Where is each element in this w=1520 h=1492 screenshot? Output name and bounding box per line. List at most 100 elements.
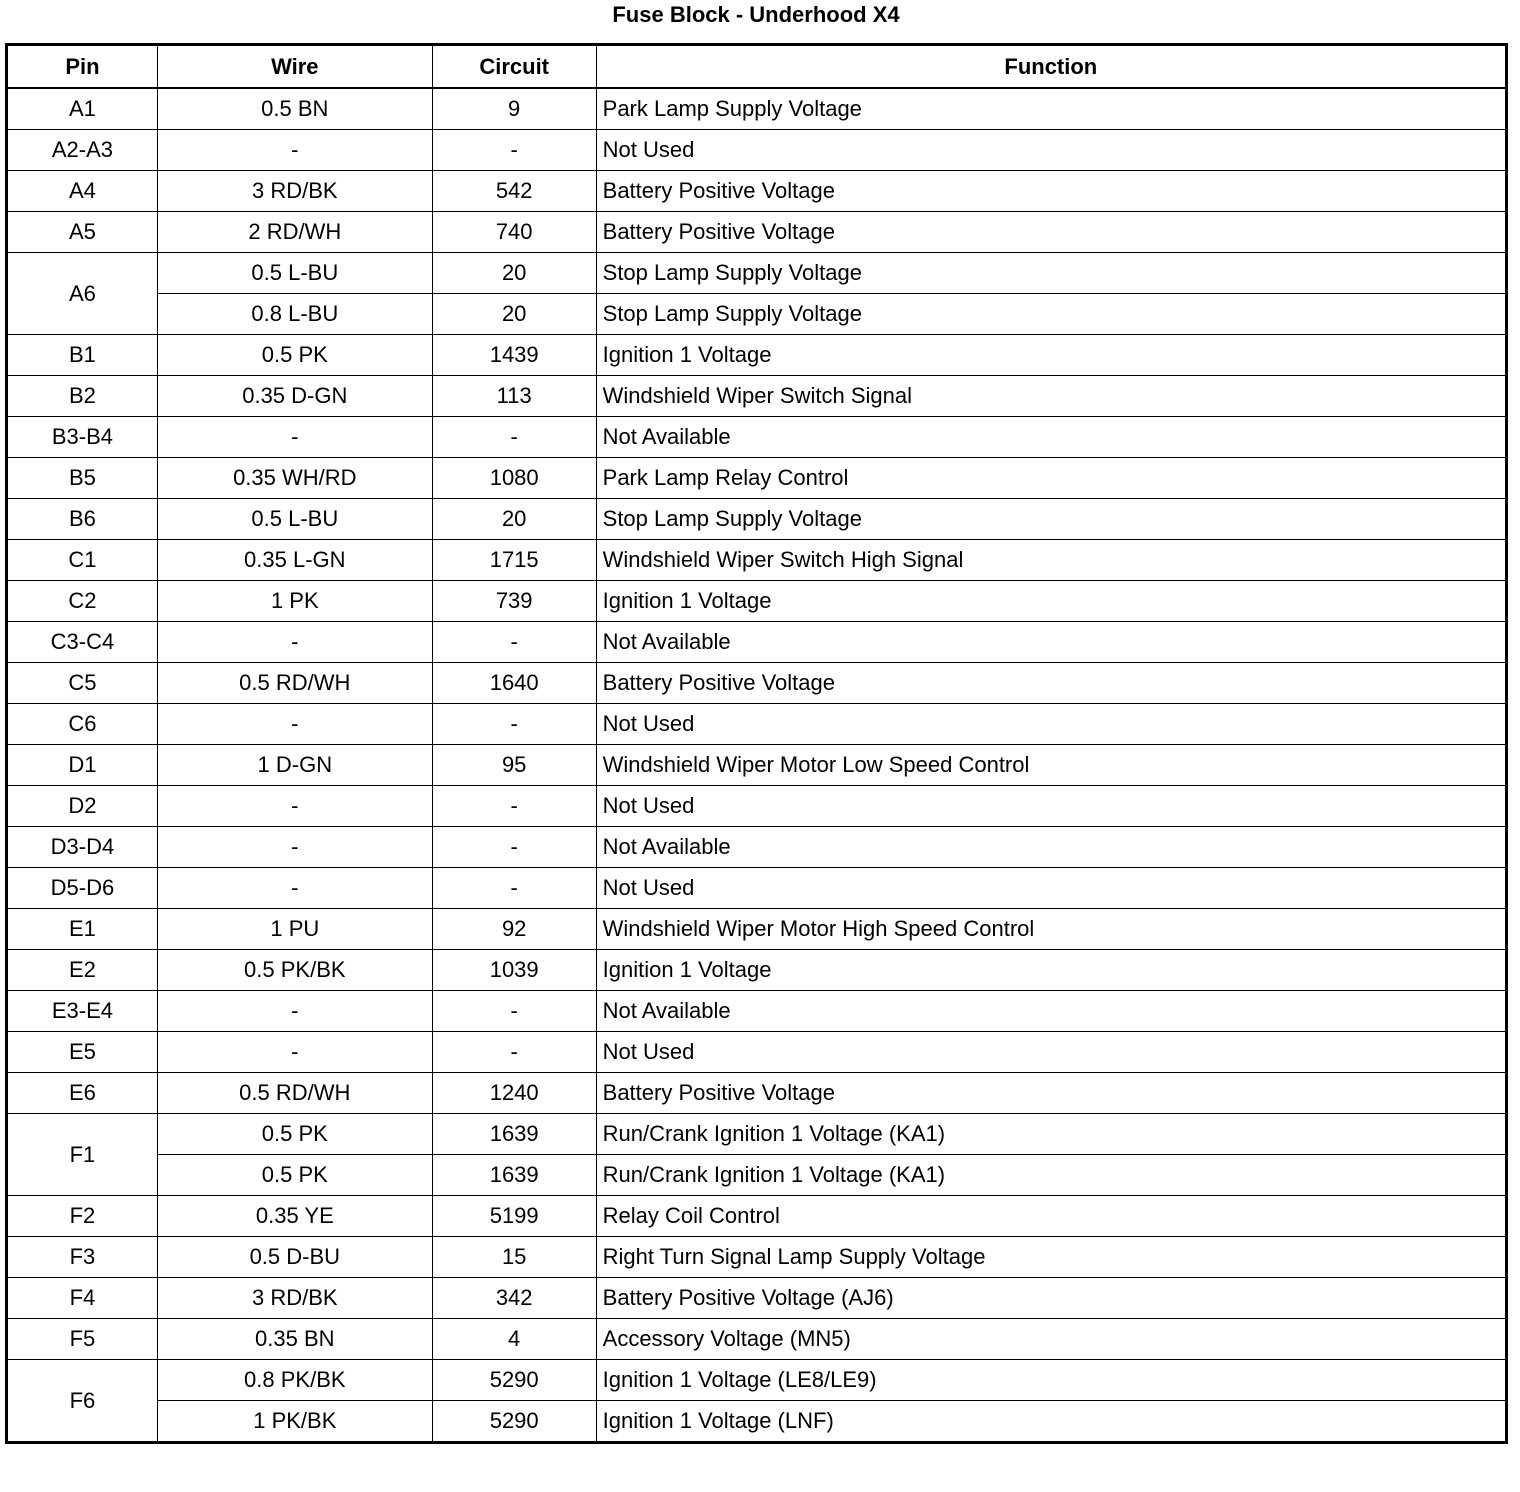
pin-cell[interactable]: B3-B4 bbox=[6, 416, 158, 458]
wire-cell: - bbox=[156, 1031, 433, 1073]
table-row: C5 0.5 RD/WH 1640 Battery Positive Voltage bbox=[6, 662, 1508, 704]
circuit-cell: - bbox=[431, 621, 597, 663]
circuit-cell: 92 bbox=[431, 908, 597, 950]
wire-cell: - bbox=[156, 416, 433, 458]
circuit-cell: 1080 bbox=[431, 457, 597, 499]
document-title: Fuse Block - Underhood X4 bbox=[612, 2, 900, 27]
function-cell: Battery Positive Voltage bbox=[595, 1072, 1508, 1114]
pin-cell[interactable]: C1 bbox=[6, 539, 158, 581]
table-row: C3-C4- - Not Available bbox=[6, 621, 1508, 663]
function-cell: Not Used bbox=[595, 867, 1508, 909]
header-row: Pin Wire Circuit Function bbox=[6, 44, 1508, 89]
pin-cell[interactable]: E1 bbox=[6, 908, 158, 950]
wire-cell: 0.35 L-GN bbox=[156, 539, 433, 581]
function-cell: Battery Positive Voltage bbox=[595, 211, 1508, 253]
pin-cell[interactable]: C6 bbox=[6, 703, 158, 745]
circuit-cell: 9 bbox=[431, 87, 597, 130]
table-row: B1 0.5 PK 1439 Ignition 1 Voltage bbox=[6, 334, 1508, 376]
function-cell: Ignition 1 Voltage (LNF) bbox=[595, 1400, 1508, 1443]
pin-cell[interactable]: E6 bbox=[6, 1072, 158, 1114]
function-cell: Ignition 1 Voltage bbox=[595, 949, 1508, 991]
function-cell: Ignition 1 Voltage bbox=[595, 580, 1508, 622]
pin-cell[interactable]: B1 bbox=[6, 334, 158, 376]
wire-cell: 0.5 PK bbox=[156, 334, 433, 376]
circuit-cell: 113 bbox=[431, 375, 597, 417]
pin-cell[interactable]: F3 bbox=[6, 1236, 158, 1278]
wire-cell: 0.5 PK bbox=[156, 1113, 433, 1155]
header-wire: Wire bbox=[156, 44, 433, 89]
pin-cell[interactable]: C5 bbox=[6, 662, 158, 704]
pin-cell[interactable]: A6 bbox=[6, 252, 158, 335]
function-cell: Not Available bbox=[595, 826, 1508, 868]
circuit-cell: 1039 bbox=[431, 949, 597, 991]
wire-cell: - bbox=[156, 621, 433, 663]
pin-cell[interactable]: E3-E4 bbox=[6, 990, 158, 1032]
pinout-table: Pin Wire Circuit Function A1 0.5 BN 9 Park … bbox=[5, 43, 1508, 1444]
pin-cell[interactable]: E5 bbox=[6, 1031, 158, 1073]
function-cell: Not Used bbox=[595, 129, 1508, 171]
function-cell: Not Used bbox=[595, 785, 1508, 827]
pin-cell[interactable]: B6 bbox=[6, 498, 158, 540]
circuit-cell: 20 bbox=[431, 252, 597, 294]
pin-cell[interactable]: D1 bbox=[6, 744, 158, 786]
table-row: 0.8 L-BU 20 Stop Lamp Supply Voltage bbox=[7, 293, 1508, 335]
circuit-cell: 4 bbox=[431, 1318, 597, 1360]
table-row: E2 0.5 PK/BK 1039 Ignition 1 Voltage bbox=[6, 949, 1508, 991]
pin-cell[interactable]: A1 bbox=[6, 87, 158, 130]
circuit-cell: 1439 bbox=[431, 334, 597, 376]
circuit-cell: 15 bbox=[431, 1236, 597, 1278]
pin-cell[interactable]: D5-D6 bbox=[6, 867, 158, 909]
pin-cell[interactable]: D2 bbox=[6, 785, 158, 827]
circuit-cell: - bbox=[431, 867, 597, 909]
pin-cell[interactable]: B2 bbox=[6, 375, 158, 417]
circuit-cell: 1640 bbox=[431, 662, 597, 704]
table-row: 0.5 PK 1639 Run/Crank Ignition 1 Voltage (… bbox=[7, 1154, 1508, 1196]
table-row: D1 1 D-GN 95 Windshield Wiper Motor Low Spe… bbox=[6, 744, 1508, 786]
function-cell: Ignition 1 Voltage (LE8/LE9) bbox=[595, 1359, 1508, 1401]
wire-cell: 0.35 BN bbox=[156, 1318, 433, 1360]
function-cell: Park Lamp Supply Voltage bbox=[595, 87, 1508, 130]
pin-cell[interactable]: F2 bbox=[6, 1195, 158, 1237]
table-row: D3-D4- - Not Available bbox=[6, 826, 1508, 868]
function-cell: Windshield Wiper Motor Low Speed Control bbox=[595, 744, 1508, 786]
wire-cell: - bbox=[156, 826, 433, 868]
circuit-cell: - bbox=[431, 129, 597, 171]
pin-cell[interactable]: B5 bbox=[6, 457, 158, 499]
pin-cell[interactable]: E2 bbox=[6, 949, 158, 991]
wire-cell: 0.5 D-BU bbox=[156, 1236, 433, 1278]
wire-cell: 3 RD/BK bbox=[156, 1277, 433, 1319]
wire-cell: 1 PK/BK bbox=[156, 1400, 433, 1443]
wire-cell: - bbox=[156, 129, 433, 171]
pin-cell[interactable]: F5 bbox=[6, 1318, 158, 1360]
function-cell: Ignition 1 Voltage bbox=[595, 334, 1508, 376]
table-row: E1 1 PU 92 Windshield Wiper Motor High Spee… bbox=[6, 908, 1508, 950]
circuit-cell: 739 bbox=[431, 580, 597, 622]
wire-cell: - bbox=[156, 785, 433, 827]
table-row: C6- - Not Used bbox=[6, 703, 1508, 745]
table-row: B2 0.35 D-GN 113 Windshield Wiper Switch Si… bbox=[6, 375, 1508, 417]
function-cell: Battery Positive Voltage bbox=[595, 170, 1508, 212]
table-row: F1 0.5 PK 1639 Run/Crank Ignition 1 Voltage… bbox=[6, 1113, 1508, 1196]
function-cell: Windshield Wiper Switch Signal bbox=[595, 375, 1508, 417]
function-cell: Battery Positive Voltage bbox=[595, 662, 1508, 704]
pin-cell[interactable]: A4 bbox=[6, 170, 158, 212]
pin-cell[interactable]: F4 bbox=[6, 1277, 158, 1319]
pin-cell[interactable]: F6 bbox=[6, 1359, 158, 1443]
function-cell: Not Available bbox=[595, 621, 1508, 663]
pin-cell[interactable]: F1 bbox=[6, 1113, 158, 1196]
pin-cell[interactable]: A5 bbox=[6, 211, 158, 253]
function-cell: Not Available bbox=[595, 416, 1508, 458]
table-row: B5 0.35 WH/RD 1080 Park Lamp Relay Control bbox=[6, 457, 1508, 499]
pin-cell[interactable]: C2 bbox=[6, 580, 158, 622]
pin-cell[interactable]: A2-A3 bbox=[6, 129, 158, 171]
wire-cell: 0.35 WH/RD bbox=[156, 457, 433, 499]
pin-cell[interactable]: D3-D4 bbox=[6, 826, 158, 868]
pin-cell[interactable]: C3-C4 bbox=[6, 621, 158, 663]
circuit-cell: 5290 bbox=[431, 1400, 597, 1443]
table-row: C2 1 PK 739 Ignition 1 Voltage bbox=[6, 580, 1508, 622]
wire-cell: 0.5 RD/WH bbox=[156, 662, 433, 704]
wire-cell: 1 PU bbox=[156, 908, 433, 950]
table-row: A4 3 RD/BK 542 Battery Positive Voltage bbox=[6, 170, 1508, 212]
circuit-cell: 20 bbox=[431, 498, 597, 540]
wire-cell: 1 PK bbox=[156, 580, 433, 622]
